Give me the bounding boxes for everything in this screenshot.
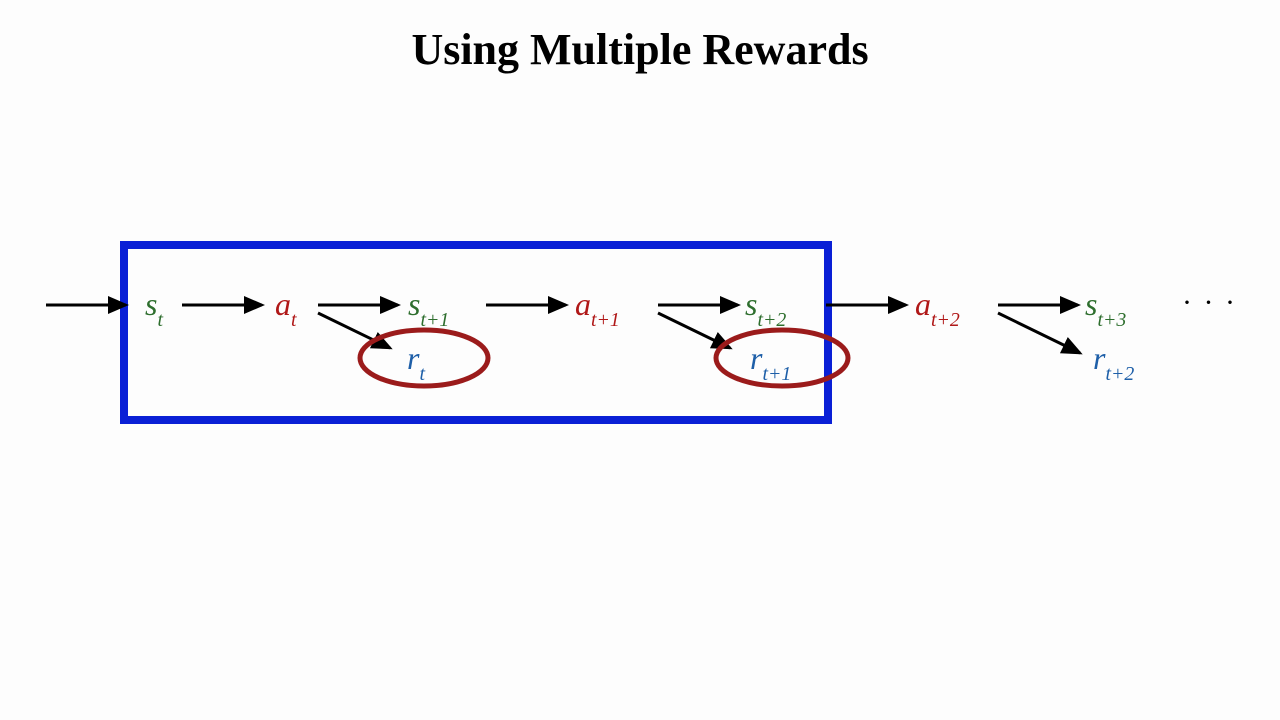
node-r_t2: rt+2 [1093, 340, 1134, 382]
arrow-9 [998, 313, 1080, 353]
node-r_t: rt [407, 340, 425, 382]
node-s_t2: st+2 [745, 286, 786, 328]
node-s_t3: st+3 [1085, 286, 1126, 328]
node-a_t: at [275, 286, 297, 328]
highlight-box [124, 245, 828, 420]
node-s_t1: st+1 [408, 286, 449, 328]
node-a_t2: at+2 [915, 286, 960, 328]
diagram-svg [0, 0, 1280, 720]
slide-title: Using Multiple Rewards [0, 24, 1280, 75]
ellipsis: · · · [1182, 286, 1237, 320]
node-s_t: st [145, 286, 163, 328]
node-r_t1: rt+1 [750, 340, 791, 382]
arrow-8 [658, 313, 730, 348]
arrow-7 [318, 313, 390, 348]
node-a_t1: at+1 [575, 286, 620, 328]
